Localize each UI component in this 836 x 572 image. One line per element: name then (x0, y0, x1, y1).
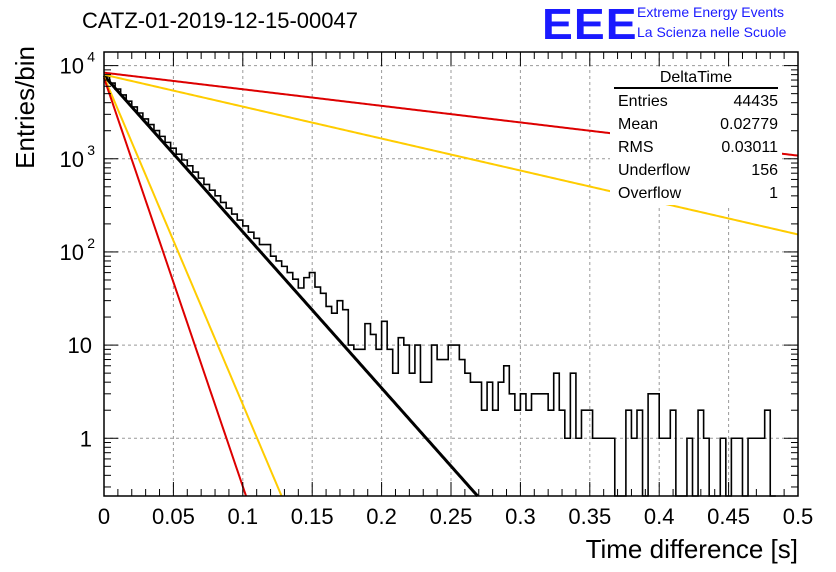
x-tick-label: 0.35 (568, 504, 611, 529)
eee-logo: EEE (542, 0, 638, 49)
x-tick-label: 0.05 (152, 504, 195, 529)
x-tick-label: 0.4 (644, 504, 675, 529)
y-tick-label: 10 (60, 54, 84, 79)
y-axis-label: Entries/bin (10, 46, 40, 169)
stats-value: 44435 (733, 93, 779, 110)
x-tick-label: 0 (98, 504, 110, 529)
stats-value: 0.02779 (720, 116, 778, 133)
stats-label: Underflow (618, 162, 691, 179)
stats-label: Overflow (618, 185, 682, 202)
fit-curve-1 (103, 76, 283, 497)
stats-label: RMS (618, 139, 654, 156)
y-tick-exponent: 2 (87, 235, 95, 251)
y-tick-label: 10 (60, 147, 84, 172)
logo-line-2: La Scienza nelle Scuole (637, 24, 787, 40)
x-tick-label: 0.15 (291, 504, 334, 529)
x-tick-label: 0.5 (783, 504, 814, 529)
x-tick-label: 0.3 (505, 504, 536, 529)
x-axis-label: Time difference [s] (586, 534, 798, 564)
stats-value: 0.03011 (721, 139, 778, 156)
x-tick-label: 0.1 (228, 504, 259, 529)
y-tick-label: 10 (60, 240, 84, 265)
stats-title: DeltaTime (614, 68, 778, 89)
fit-curve-2 (103, 77, 247, 497)
stats-row-overflow: Overflow 1 (610, 182, 782, 205)
stats-row-rms: RMS 0.03011 (610, 136, 782, 159)
stats-row-entries: Entries 44435 (610, 90, 782, 113)
x-tick-label: 0.45 (707, 504, 750, 529)
stats-box: DeltaTime Entries 44435 Mean 0.02779 RMS… (610, 68, 782, 205)
histogram (104, 75, 776, 497)
logo-line-1: Extreme Energy Events (637, 4, 785, 20)
x-tick-label: 0.25 (430, 504, 473, 529)
x-tick-label: 0.2 (366, 504, 397, 529)
fit-curve-3 (103, 73, 799, 236)
y-tick-exponent: 4 (87, 49, 95, 65)
stats-label: Entries (618, 93, 668, 110)
y-tick-label: 10 (68, 333, 92, 358)
stats-row-underflow: Underflow 156 (610, 159, 782, 182)
stats-label: Mean (618, 116, 659, 133)
stats-row-mean: Mean 0.02779 (610, 113, 782, 136)
stats-value: 1 (769, 185, 778, 202)
fit-curve-0 (102, 74, 479, 497)
plot-title: CATZ-01-2019-12-15-00047 (82, 8, 358, 33)
y-tick-label: 1 (80, 426, 92, 451)
stats-value: 156 (751, 162, 778, 179)
y-tick-exponent: 3 (87, 142, 95, 158)
